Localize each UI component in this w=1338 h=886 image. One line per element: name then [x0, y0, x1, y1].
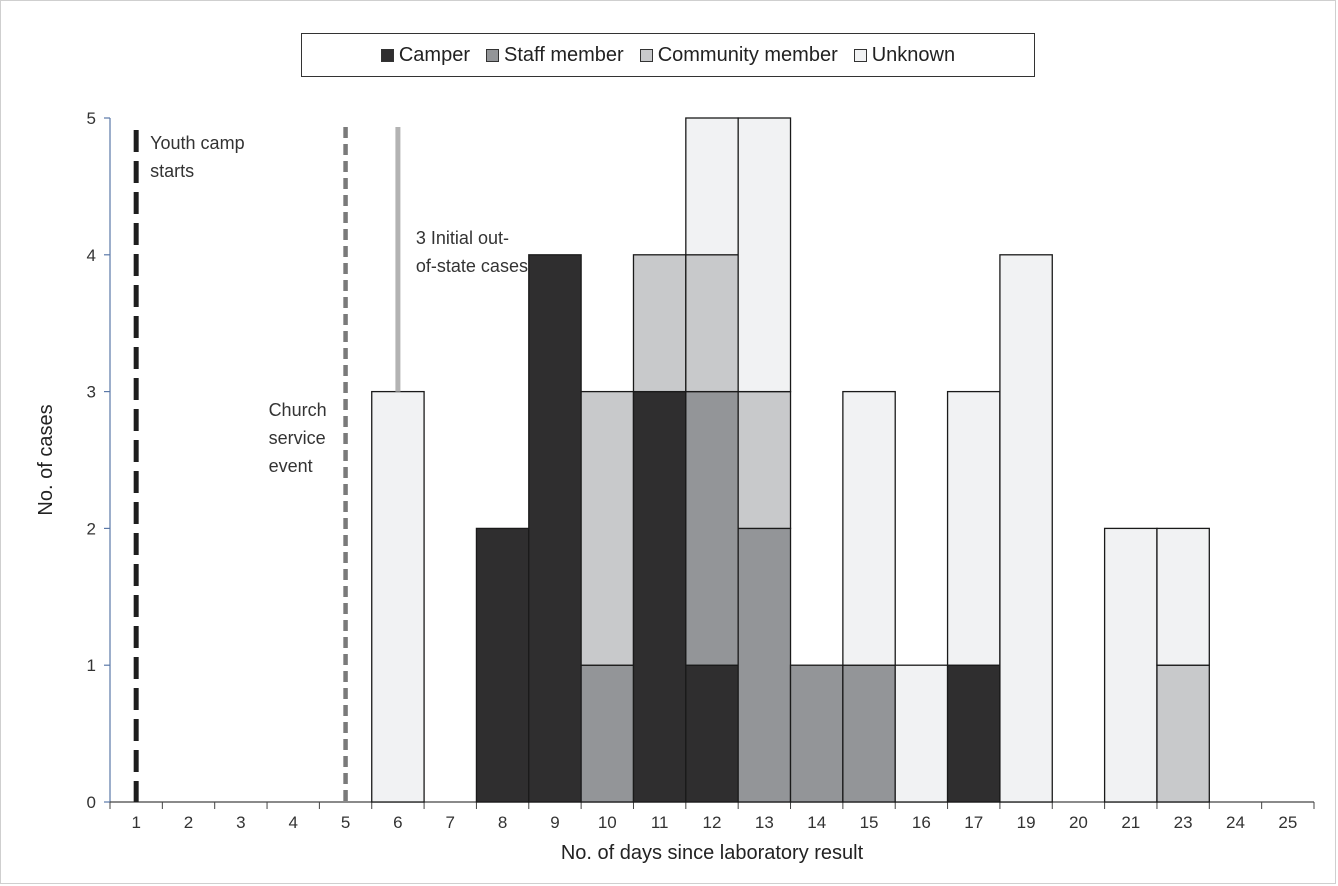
y-tick-label: 4: [87, 246, 96, 265]
x-tick-label: 10: [598, 813, 617, 832]
x-tick-label: 6: [393, 813, 402, 832]
bar-segment-camper: [528, 254, 582, 803]
bar-segment-staff-member: [842, 664, 896, 803]
annotation-line-text: of-state cases: [416, 256, 528, 276]
bars: [371, 117, 1210, 803]
x-tick-label: 13: [755, 813, 774, 832]
x-tick-label: 21: [1121, 813, 1140, 832]
x-tick-label: 16: [912, 813, 931, 832]
bar-segment-unknown: [685, 117, 739, 256]
y-axis: 0 1 2 3 4 5: [87, 109, 111, 812]
x-tick-label: 8: [498, 813, 507, 832]
annotation-line-text: service: [269, 428, 326, 448]
y-tick-label: 5: [87, 109, 96, 128]
x-tick-label: 11: [651, 813, 669, 832]
x-tick-label: 14: [807, 813, 826, 832]
annotation-line-text: starts: [150, 161, 194, 181]
x-tick-label: 12: [703, 813, 722, 832]
annotation-label: Church service event: [269, 400, 327, 476]
legend-item-community-member: Community member: [639, 43, 838, 67]
legend-swatch: [639, 48, 653, 62]
bar-segment-unknown: [894, 664, 949, 803]
x-tick-label: 9: [550, 813, 559, 832]
bar-segment-staff-member: [789, 664, 844, 803]
x-tick-label: 24: [1226, 813, 1245, 832]
x-tick-label: 15: [860, 813, 879, 832]
bar-segment-staff-member: [737, 527, 792, 803]
bar-segment-unknown: [737, 117, 792, 393]
bar-segment-unknown: [946, 390, 1001, 666]
x-tick-label: 3: [236, 813, 245, 832]
y-tick-label: 1: [87, 656, 96, 675]
x-axis: 1 2 3 4 5 6 7 8 9 10 11 12 13 14 15 16 17 19 20 21 23 24 25: [109, 801, 1315, 832]
chart-legend: Camper Staff member Community member Unknow…: [301, 33, 1035, 77]
bar-segment-community-member: [737, 390, 792, 530]
legend-swatch: [853, 48, 867, 62]
x-axis-title: No. of days since laboratory result: [561, 842, 864, 864]
y-axis-title: No. of cases: [35, 404, 57, 515]
annotations: Youth camp starts Church service event 3 Init…: [133, 127, 528, 802]
annotation-line-text: 3 Initial out-: [416, 228, 509, 248]
annotation-label: 3 Initial out-of-state cases: [416, 228, 528, 276]
bar-segment-unknown: [371, 390, 425, 803]
legend-label: Camper: [398, 43, 470, 66]
y-tick-label: 0: [87, 793, 96, 812]
x-tick-label: 1: [131, 813, 140, 832]
legend-item-unknown: Unknown: [853, 43, 956, 67]
legend-label: Staff member: [504, 43, 624, 66]
bar-segment-camper: [475, 527, 530, 803]
bar-segment-staff-member: [580, 664, 635, 803]
annotation-line-text: event: [269, 456, 313, 476]
bar-segment-unknown: [999, 254, 1053, 803]
bar-segment-unknown: [842, 390, 896, 666]
y-tick-label: 2: [87, 519, 96, 538]
x-tick-label: 5: [341, 813, 350, 832]
bar-segment-camper: [946, 664, 1001, 803]
x-tick-label: 20: [1069, 813, 1088, 832]
legend-swatch: [380, 48, 394, 62]
bar-segment-community-member: [685, 254, 739, 393]
bar-segment-community-member: [1156, 664, 1210, 803]
annotation-label: Youth camp starts: [150, 133, 244, 181]
legend-item-camper: Camper: [380, 43, 470, 67]
x-tick-label: 25: [1278, 813, 1297, 832]
bar-segment-community-member: [580, 390, 635, 666]
x-tick-label: 19: [1017, 813, 1036, 832]
bar-segment-unknown: [1103, 527, 1158, 803]
bar-segment-community-member: [632, 254, 687, 393]
legend-item-staff-member: Staff member: [486, 44, 624, 67]
bar-segment-camper: [685, 664, 739, 803]
bar-segment-staff-member: [685, 390, 739, 666]
y-tick-label: 3: [87, 383, 96, 402]
x-tick-label: 2: [184, 813, 193, 832]
annotation-line-text: Church: [269, 400, 327, 420]
x-tick-label: 17: [964, 813, 983, 832]
bar-segment-unknown: [1156, 527, 1210, 666]
x-tick-label: 7: [446, 813, 455, 832]
x-tick-label: 23: [1174, 813, 1193, 832]
x-tick-label: 4: [288, 813, 297, 832]
legend-swatch: [486, 48, 499, 62]
annotation-line-text: Youth camp: [150, 133, 244, 153]
bar-segment-camper: [632, 390, 687, 803]
legend-label: Unknown: [871, 43, 956, 66]
legend-label: Community member: [657, 43, 838, 66]
